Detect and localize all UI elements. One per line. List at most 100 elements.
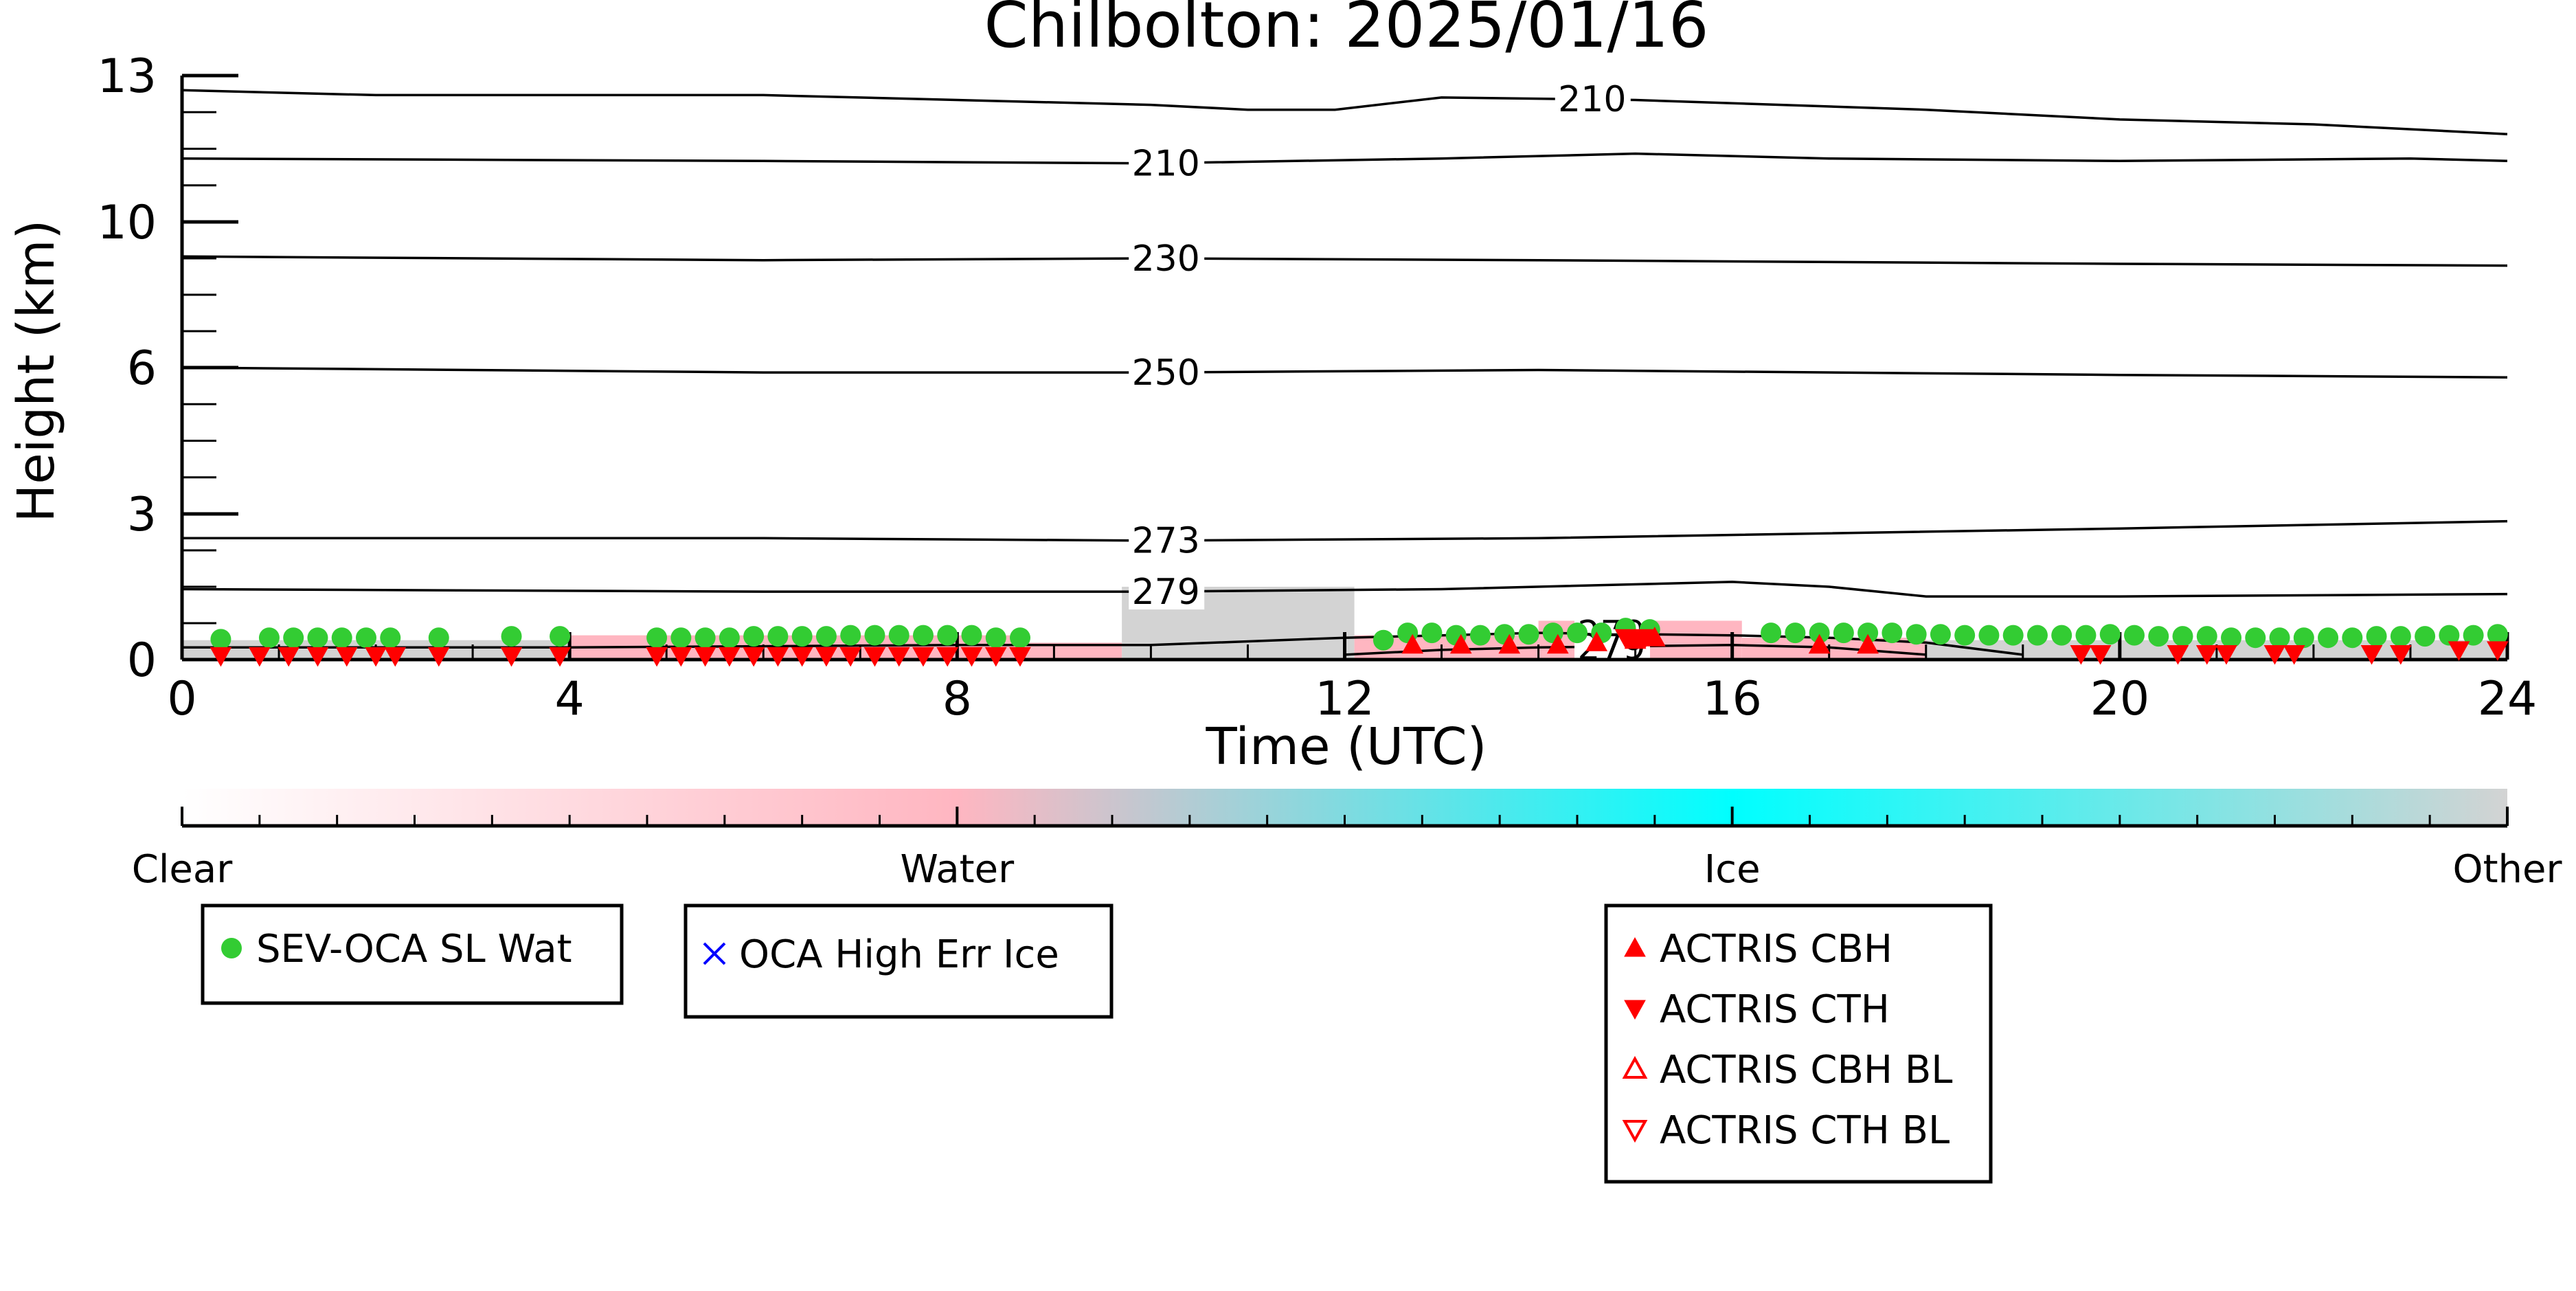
sev-oca-sl-wat-point (2245, 627, 2266, 649)
actris-cth-point (1614, 629, 1637, 649)
actris-cth-point (278, 647, 300, 667)
actris-cbh-point (1449, 633, 1472, 654)
actris-cth-point (210, 647, 232, 667)
colorbar-label: Other (2452, 847, 2562, 892)
actris-cth-point (2448, 641, 2470, 661)
legend-box (201, 903, 624, 1005)
legend-label-sev-oca-sl-wat: SEV-OCA SL Wat (256, 927, 572, 972)
actris-cbh-point (1546, 633, 1569, 654)
sev-oca-sl-wat-point (210, 629, 231, 650)
sev-oca-sl-wat-point (1930, 624, 1951, 645)
temperature-contour (182, 519, 2508, 542)
chart-title: Chilbolton: 2025/01/16 (984, 0, 1708, 62)
sev-oca-sl-wat-point (2390, 626, 2411, 647)
sev-oca-sl-wat-point (1010, 627, 1031, 649)
x-tick-label: 16 (1702, 672, 1762, 726)
sev-oca-sl-wat-point (258, 627, 280, 649)
sev-oca-sl-wat-point (670, 627, 692, 649)
sev-oca-sl-wat-point (1469, 625, 1491, 646)
sev-oca-sl-wat-point (1372, 629, 1394, 651)
sev-oca-sl-wat-point (2075, 625, 2097, 646)
sev-oca-sl-wat-point (937, 625, 958, 646)
sev-oca-sl-wat-point (1857, 622, 1879, 644)
actris-cth-point (2195, 645, 2218, 665)
x-tick-label: 24 (2478, 672, 2538, 726)
legend-marker-oca-high-err-ice (703, 942, 726, 965)
actris-cbh-point (1401, 633, 1424, 654)
x-tick-label: 20 (2090, 672, 2150, 726)
legend-box (683, 903, 1114, 1019)
sev-oca-sl-wat-point (2026, 625, 2048, 646)
temperature-contour (181, 89, 2508, 135)
actris-cth-point (839, 647, 862, 667)
sev-oca-sl-wat-point (2002, 625, 2024, 646)
actris-cth-point (1009, 647, 1031, 667)
legend-marker-actris-cbh-bl (1622, 1055, 1648, 1079)
actris-cbh-point (1498, 633, 1521, 654)
sev-oca-sl-wat-point (2366, 626, 2387, 647)
legend-label-actris-cth-bl: ACTRIS CTH BL (1660, 1108, 1950, 1153)
sev-oca-sl-wat-point (307, 627, 328, 649)
classification-colorbar: Clear Water Ice Other (132, 789, 2562, 892)
actris-cth-point (670, 647, 692, 667)
temperature-contour (181, 255, 2508, 267)
sev-oca-sl-wat-point (2439, 625, 2460, 646)
contour-label: 279 (1132, 572, 1200, 613)
sev-oca-sl-wat-point (864, 625, 885, 646)
y-tick-label: 0 (127, 633, 157, 688)
sev-oca-sl-wat-point (1785, 622, 1806, 644)
actris-cth-point (2167, 645, 2189, 665)
contour-label: 210 (1558, 79, 1626, 120)
sev-oca-sl-wat-point (791, 626, 813, 647)
actris-cth-point (2089, 645, 2112, 665)
sev-oca-sl-wat-point (815, 626, 837, 647)
actris-cth-point (719, 647, 741, 667)
sev-oca-sl-wat-point (380, 627, 401, 649)
sev-oca-sl-wat-point (331, 627, 352, 649)
contour-label-bg (1129, 522, 1205, 559)
actris-cth-point (863, 647, 886, 667)
contour-label: 230 (1132, 238, 1200, 280)
actris-cth-point (2487, 641, 2509, 661)
actris-cth-point (306, 647, 329, 667)
actris-cth-point (500, 647, 523, 667)
actris-cth-point (936, 647, 959, 667)
actris-cth-point (960, 647, 983, 667)
actris-cth-point (1634, 629, 1656, 649)
actris-cth-point (2215, 645, 2237, 665)
legend: SEV-OCA SL Wat OCA High Err Ice ACTRIS CBH… (201, 903, 1993, 1184)
contour-label-bg (1129, 355, 1205, 391)
actris-cth-point (2360, 645, 2383, 665)
actris-cth-point (815, 647, 837, 667)
actris-cbh-point (1585, 631, 1608, 651)
legend-label-actris-cbh: ACTRIS CBH (1660, 927, 1893, 972)
sev-oca-sl-wat-point (888, 625, 909, 646)
legend-marker-actris-cth-bl (1622, 1120, 1648, 1143)
colorbar-label: Ice (1704, 847, 1761, 892)
x-tick-label: 0 (167, 672, 196, 726)
sev-oca-sl-wat-point (2487, 624, 2508, 645)
sev-oca-sl-wat-point (2051, 625, 2072, 646)
sev-oca-sl-wat-point (840, 625, 861, 646)
sev-oca-sl-wat-point (2099, 624, 2121, 645)
y-axis-label: Height (km) (7, 220, 66, 523)
actris-cth-point (694, 647, 716, 667)
sev-oca-sl-wat-point (428, 627, 449, 649)
legend-box (1604, 903, 1993, 1184)
y-tick-label: 10 (97, 196, 157, 250)
sev-oca-sl-wat-point (2269, 627, 2290, 649)
sev-oca-sl-wat-point (2293, 627, 2314, 649)
sev-oca-sl-wat-point (2196, 626, 2217, 647)
sev-oca-sl-wat-point (2172, 626, 2193, 647)
sev-oca-sl-wat-point (646, 627, 668, 649)
sev-oca-sl-wat-point (1809, 622, 1830, 644)
sev-oca-sl-wat-point (2342, 627, 2363, 649)
sev-oca-sl-wat-point (2148, 626, 2169, 647)
legend-label-oca-high-err-ice: OCA High Err Ice (739, 932, 1059, 977)
x-tick-label: 4 (555, 672, 585, 726)
sev-oca-sl-wat-point (283, 627, 304, 649)
sev-oca-sl-wat-point (1882, 622, 1903, 644)
actris-cth-point (743, 647, 765, 667)
